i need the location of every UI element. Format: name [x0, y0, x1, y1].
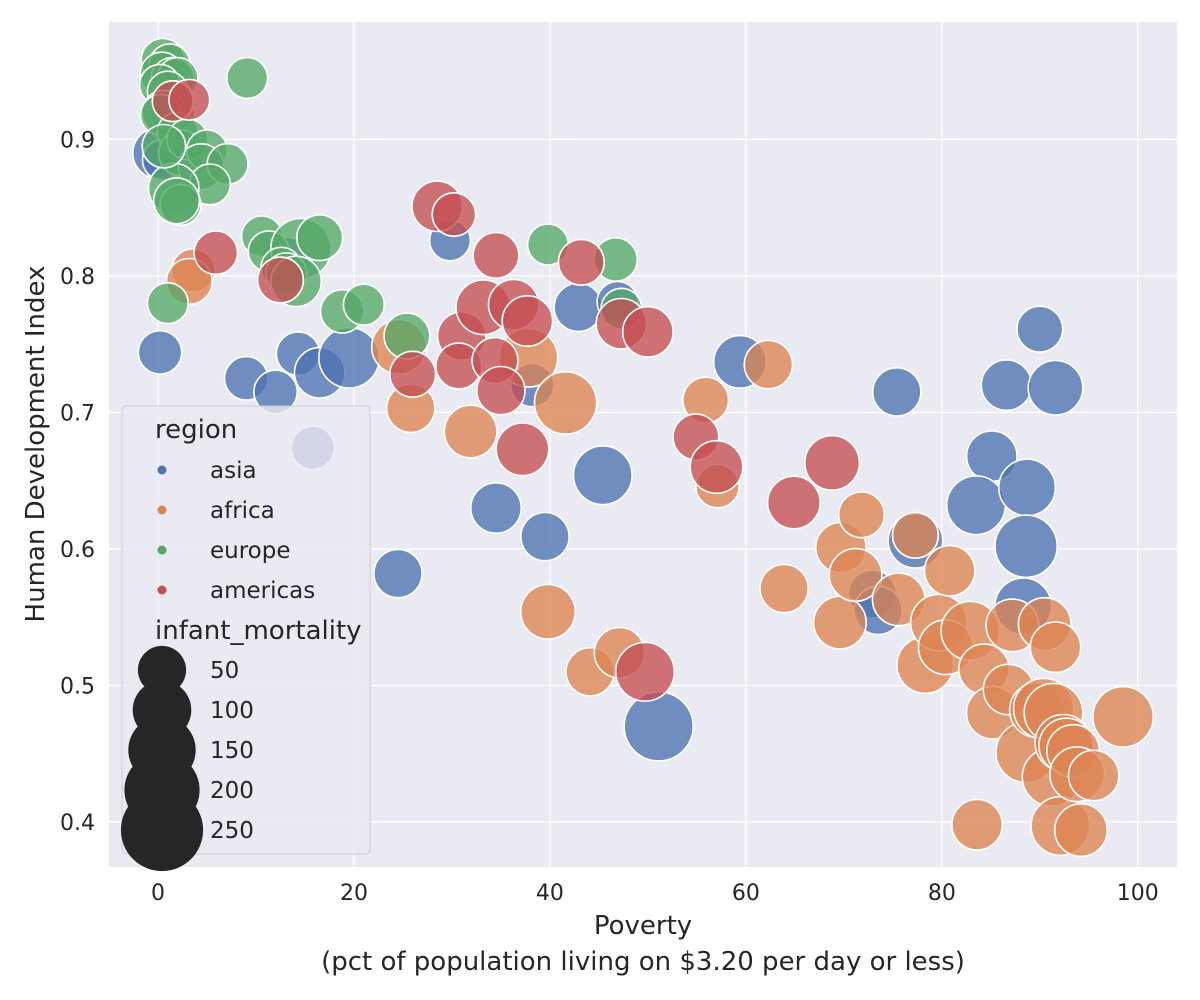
- data-point-americas: [193, 230, 239, 276]
- data-point-asia: [520, 511, 570, 562]
- legend-size-label: 100: [210, 698, 254, 724]
- data-point-africa: [519, 583, 577, 640]
- legend-marker-americas: [157, 585, 167, 595]
- data-point-africa: [1092, 685, 1155, 748]
- legend-label-africa: africa: [210, 498, 275, 524]
- tick-labels: 0 20 40 60 80 100 0.4 0.5 0.6 0.7 0.8 0.9: [60, 128, 1159, 906]
- data-point-americas: [389, 350, 437, 398]
- data-point-americas: [557, 238, 605, 286]
- data-point-asia: [1016, 305, 1064, 353]
- data-point-americas: [803, 434, 861, 492]
- legend-size-label: 200: [210, 778, 254, 804]
- y-tick-label: 0.5: [60, 674, 95, 699]
- legend-marker-africa: [157, 505, 167, 515]
- data-point-asia: [945, 475, 1007, 536]
- data-point-asia: [137, 329, 183, 375]
- data-point-asia: [980, 359, 1033, 412]
- y-tick-label: 0.9: [60, 128, 95, 153]
- legend: region asia africa europe americas infant_m…: [120, 405, 371, 872]
- legend-size-label: 50: [210, 658, 239, 684]
- legend-size-marker: [137, 645, 187, 695]
- data-point-americas: [256, 256, 305, 304]
- legend-label-europe: europe: [210, 538, 291, 564]
- data-point-asia: [469, 481, 522, 534]
- y-tick-label: 0.6: [60, 538, 95, 563]
- data-point-europe: [296, 214, 344, 262]
- data-point-africa: [1029, 621, 1082, 674]
- legend-size-title: infant_mortality: [155, 616, 362, 646]
- legend-size-label: 150: [210, 738, 254, 764]
- data-point-americas: [475, 365, 526, 416]
- data-point-asia: [997, 458, 1057, 517]
- x-tick-label: 40: [536, 881, 564, 906]
- data-point-americas: [614, 641, 676, 702]
- x-tick-label: 0: [151, 881, 165, 906]
- legend-size-label: 250: [210, 818, 254, 844]
- data-point-africa: [1067, 749, 1120, 802]
- data-point-africa: [759, 563, 810, 614]
- legend-hue-title: region: [155, 415, 237, 445]
- data-point-africa: [837, 491, 886, 539]
- data-point-europe: [226, 56, 269, 100]
- data-point-africa: [812, 595, 868, 650]
- x-tick-label: 60: [732, 881, 760, 906]
- legend-marker-asia: [157, 465, 167, 475]
- y-tick-label: 0.4: [60, 811, 95, 836]
- data-point-africa: [923, 544, 976, 597]
- legend-label-asia: asia: [210, 458, 257, 484]
- data-point-africa: [828, 547, 883, 603]
- legend-label-americas: americas: [210, 578, 315, 604]
- data-point-europe: [146, 282, 190, 325]
- x-tick-label: 80: [928, 881, 956, 906]
- data-point-asia: [994, 514, 1059, 579]
- data-point-asia: [373, 548, 423, 599]
- x-axis-title: Poverty: [594, 911, 692, 941]
- data-point-americas: [472, 231, 520, 280]
- x-tick-label: 20: [340, 881, 368, 906]
- data-point-europe: [342, 283, 385, 326]
- data-point-europe: [152, 177, 201, 225]
- data-point-africa: [891, 511, 940, 559]
- data-points: [132, 37, 1155, 858]
- data-point-africa: [1053, 802, 1109, 858]
- data-point-asia: [623, 691, 695, 762]
- data-point-asia: [318, 326, 381, 389]
- data-point-americas: [431, 192, 477, 238]
- legend-size-marker: [120, 788, 204, 872]
- data-point-americas: [766, 475, 822, 530]
- data-point-americas: [168, 78, 211, 122]
- data-point-asia: [572, 445, 633, 506]
- y-tick-label: 0.8: [60, 265, 95, 290]
- data-point-africa: [743, 339, 794, 390]
- data-point-europe: [141, 123, 187, 169]
- data-point-americas: [621, 305, 674, 358]
- data-point-asia: [871, 366, 922, 417]
- data-point-americas: [495, 422, 550, 477]
- y-tick-label: 0.7: [60, 401, 95, 426]
- data-point-africa: [443, 404, 498, 459]
- data-point-africa: [951, 798, 1004, 851]
- data-point-americas: [501, 294, 554, 347]
- x-axis-title-line2: (pct of population living on $3.20 per d…: [321, 947, 965, 977]
- data-point-asia: [1027, 359, 1084, 416]
- data-point-africa: [533, 370, 598, 435]
- data-point-asia: [553, 282, 604, 333]
- data-point-americas: [689, 439, 744, 495]
- x-tick-label: 100: [1117, 881, 1159, 906]
- legend-marker-europe: [157, 545, 167, 555]
- y-axis-title: Human Development Index: [21, 266, 51, 623]
